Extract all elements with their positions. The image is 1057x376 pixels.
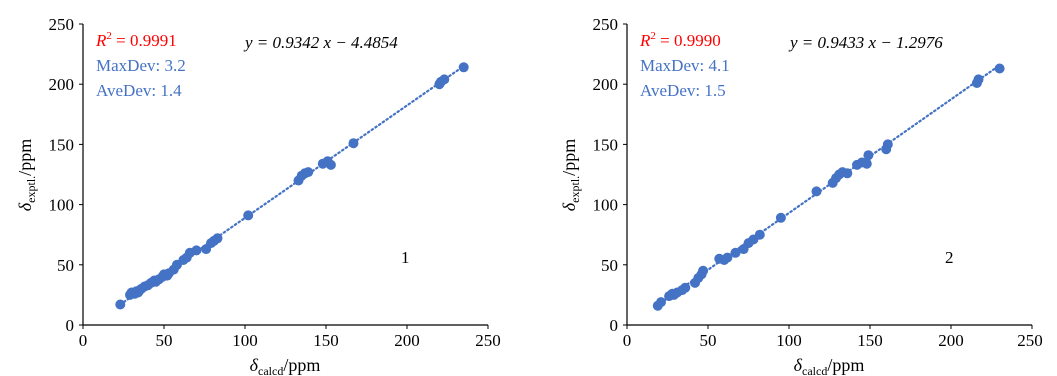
panel-2-trendline bbox=[656, 64, 1001, 307]
y-tick-label: 0 bbox=[66, 316, 75, 335]
panel-2-maxdev-annotation: MaxDev: 4.1 bbox=[640, 56, 730, 75]
y-tick-label: 50 bbox=[601, 256, 618, 275]
panel-1-maxdev-annotation: MaxDev: 3.2 bbox=[96, 56, 186, 75]
panel-1-x-axis-label: δcalcd/ppm bbox=[250, 355, 321, 376]
data-point bbox=[994, 63, 1005, 74]
data-point bbox=[439, 74, 450, 85]
panel-2-label: 2 bbox=[945, 248, 954, 267]
x-tick-label: 150 bbox=[857, 331, 883, 350]
panel-2-x-ticks: 0 50 100 150 200 250 bbox=[623, 325, 1043, 350]
y-tick-label: 150 bbox=[593, 135, 619, 154]
panel-1-x-ticks: 0 50 100 150 200 250 bbox=[79, 325, 501, 350]
panel-2: 0 50 100 150 200 250 0 50 100 150 200 25… bbox=[559, 15, 1043, 376]
data-point bbox=[863, 150, 874, 161]
y-tick-label: 50 bbox=[57, 256, 74, 275]
panel-1-avedev-annotation: AveDev: 1.4 bbox=[96, 81, 182, 100]
data-point bbox=[325, 159, 336, 170]
panel-2-equation: y = 0.9433 x − 1.2976 bbox=[788, 33, 943, 52]
x-tick-label: 50 bbox=[156, 331, 173, 350]
x-tick-label: 0 bbox=[79, 331, 88, 350]
data-point bbox=[754, 229, 765, 240]
data-point bbox=[698, 265, 709, 276]
x-tick-label: 100 bbox=[776, 331, 802, 350]
data-point bbox=[730, 247, 741, 258]
y-tick-label: 150 bbox=[49, 135, 75, 154]
panel-2-r2-annotation: R2 = 0.9990 bbox=[639, 30, 721, 50]
x-tick-label: 50 bbox=[700, 331, 717, 350]
y-tick-label: 200 bbox=[593, 75, 619, 94]
y-tick-label: 100 bbox=[49, 196, 75, 215]
x-tick-label: 0 bbox=[623, 331, 632, 350]
panel-1-y-ticks: 0 50 100 150 200 250 bbox=[49, 15, 83, 335]
panel-1: 0 50 100 150 200 250 0 50 100 150 200 25… bbox=[15, 15, 501, 376]
panel-1-label: 1 bbox=[401, 248, 410, 267]
x-tick-label: 200 bbox=[394, 331, 420, 350]
panel-1-y-axis-label: δexptl./ppm bbox=[15, 139, 38, 211]
panel-2-x-axis-label: δcalcd/ppm bbox=[794, 355, 865, 376]
y-tick-label: 250 bbox=[49, 15, 75, 34]
y-tick-label: 0 bbox=[610, 316, 619, 335]
panel-1-equation: y = 0.9342 x − 4.4854 bbox=[243, 33, 398, 52]
data-point bbox=[811, 186, 822, 197]
data-point bbox=[775, 212, 786, 223]
x-tick-label: 200 bbox=[938, 331, 964, 350]
y-tick-label: 200 bbox=[49, 75, 75, 94]
panel-2-y-ticks: 0 50 100 150 200 250 bbox=[593, 15, 627, 335]
data-point bbox=[458, 62, 469, 73]
x-tick-label: 100 bbox=[232, 331, 258, 350]
y-tick-label: 100 bbox=[593, 196, 619, 215]
panel-1-r2-annotation: R2 = 0.9991 bbox=[95, 30, 177, 50]
panel-2-y-axis-label: δexptl./ppm bbox=[559, 139, 582, 211]
panel-2-avedev-annotation: AveDev: 1.5 bbox=[640, 81, 726, 100]
x-tick-label: 150 bbox=[313, 331, 339, 350]
y-tick-label: 250 bbox=[593, 15, 619, 34]
data-point bbox=[243, 210, 254, 221]
x-tick-label: 250 bbox=[475, 331, 501, 350]
panel-2-points bbox=[652, 63, 1005, 311]
panel-1-trendline bbox=[119, 64, 465, 306]
x-tick-label: 250 bbox=[1017, 331, 1043, 350]
